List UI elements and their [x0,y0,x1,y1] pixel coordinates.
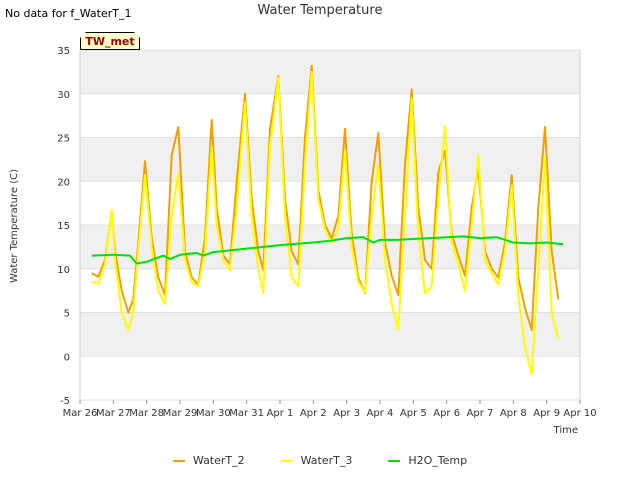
y-tick-label: 5 [64,309,70,320]
y-tick-label: 10 [57,265,70,276]
x-tick-label: Mar 30 [196,408,231,419]
x-tick-label: Mar 28 [129,408,164,419]
no-data-note: No data for f_WaterT_1 [5,7,132,20]
x-tick-label: Apr 5 [400,408,427,419]
y-axis-label: Water Temperature (C) [9,169,20,283]
x-tick-label: Apr 1 [267,408,294,419]
x-tick-label: Apr 7 [467,408,494,419]
x-tick-label: Apr 8 [500,408,527,419]
grid-band [80,137,580,182]
station-badge-label: TW_met [85,35,135,48]
legend-swatch [280,459,293,462]
series-line-watert_2 [91,64,560,331]
legend-item-watert_2: WaterT_2 [172,454,245,467]
y-tick-label: 0 [64,352,70,363]
grid-band [80,312,580,357]
station-badge: TW_met [80,32,140,50]
legend-item-watert_3: WaterT_3 [280,454,353,467]
grid-band [80,50,580,94]
x-tick-label: Apr 9 [533,408,560,419]
series-line-watert_3 [91,70,560,375]
legend: WaterT_2 WaterT_3 H2O_Temp [0,454,640,467]
x-tick-label: Apr 2 [300,408,327,419]
x-tick-label: Mar 27 [96,408,131,419]
chart-title: Water Temperature [257,3,383,18]
y-tick-label: -5 [60,396,70,407]
legend-item-h2o_temp: H2O_Temp [388,454,467,467]
x-tick-label: Mar 31 [229,408,264,419]
x-tick-label: Apr 10 [563,408,596,419]
legend-label: WaterT_3 [300,454,353,467]
x-tick-label: Apr 4 [367,408,394,419]
legend-swatch [388,459,401,462]
grid-band [80,225,580,269]
legend-swatch [172,459,185,462]
legend-label: WaterT_2 [192,454,245,467]
x-tick-label: Mar 29 [163,408,198,419]
x-tick-label: Mar 26 [63,408,98,419]
y-tick-label: 35 [57,46,70,57]
y-tick-label: 25 [57,134,70,145]
y-tick-label: 15 [57,221,70,232]
x-tick-label: Apr 3 [333,408,360,419]
y-tick-label: 30 [57,90,70,101]
series-line-h2o_temp [91,235,564,265]
x-tick-label: Apr 6 [433,408,460,419]
x-axis-label: Time [553,425,578,436]
y-tick-label: 20 [57,177,70,188]
legend-label: H2O_Temp [408,454,468,467]
